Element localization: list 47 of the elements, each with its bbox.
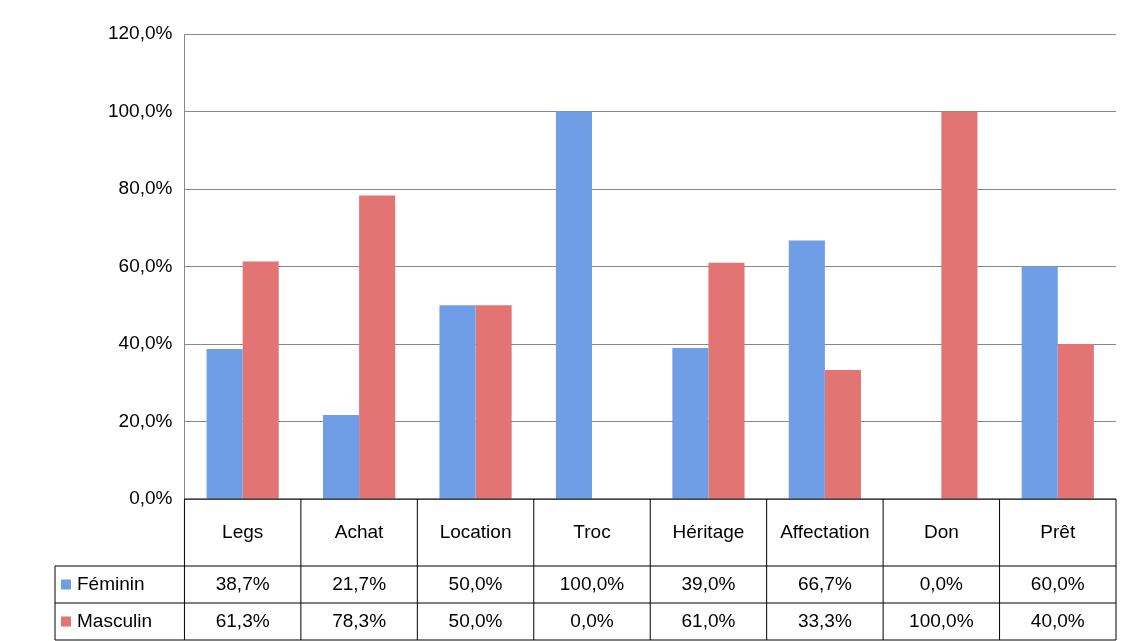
y-tick-label: 20,0% xyxy=(118,409,173,431)
data-label: 61,3% xyxy=(215,609,270,631)
bar xyxy=(1057,344,1094,499)
bar xyxy=(824,369,861,499)
x-tick-label: Troc xyxy=(573,520,611,542)
data-label: 40,0% xyxy=(1030,609,1085,631)
data-label: 0,0% xyxy=(570,609,614,631)
y-tick-label: 100,0% xyxy=(107,99,173,121)
bar xyxy=(242,261,279,499)
data-label: 0,0% xyxy=(919,572,964,594)
x-tick-label: Don xyxy=(923,520,959,542)
data-label: 21,7% xyxy=(332,572,387,594)
x-tick-label: Prêt xyxy=(1040,520,1076,542)
bar xyxy=(475,305,512,499)
y-tick-label: 0,0% xyxy=(129,487,173,509)
x-tick-label: Legs xyxy=(222,520,264,542)
bar xyxy=(672,347,709,499)
legend-label: Masculin xyxy=(77,609,152,631)
data-label: 78,3% xyxy=(332,609,387,631)
bar xyxy=(708,262,745,499)
data-label: 100,0% xyxy=(559,572,625,594)
x-tick-label: Héritage xyxy=(672,520,745,542)
x-tick-label: Location xyxy=(439,520,512,542)
data-label: 38,7% xyxy=(215,572,270,594)
data-label: 61,0% xyxy=(681,609,736,631)
bar xyxy=(555,111,592,499)
bar xyxy=(323,414,360,499)
y-tick-label: 80,0% xyxy=(118,177,173,199)
x-tick-label: Achat xyxy=(334,520,385,542)
data-label: 33,3% xyxy=(797,609,852,631)
bar xyxy=(439,305,476,499)
bar xyxy=(788,240,825,499)
data-label: 50,0% xyxy=(448,572,503,594)
data-label: 50,0% xyxy=(448,609,503,631)
y-tick-label: 120,0% xyxy=(107,22,173,44)
bar xyxy=(1021,266,1058,499)
bar xyxy=(359,195,396,499)
data-label: 100,0% xyxy=(909,609,974,631)
data-label: 39,0% xyxy=(681,572,736,594)
x-tick-label: Affectation xyxy=(780,520,870,542)
bar xyxy=(941,111,978,499)
legend-label: Féminin xyxy=(77,572,145,594)
data-label: 60,0% xyxy=(1030,572,1085,594)
bar xyxy=(206,349,243,499)
y-tick-label: 60,0% xyxy=(118,254,173,276)
y-tick-label: 40,0% xyxy=(118,332,173,354)
data-label: 66,7% xyxy=(797,572,852,594)
